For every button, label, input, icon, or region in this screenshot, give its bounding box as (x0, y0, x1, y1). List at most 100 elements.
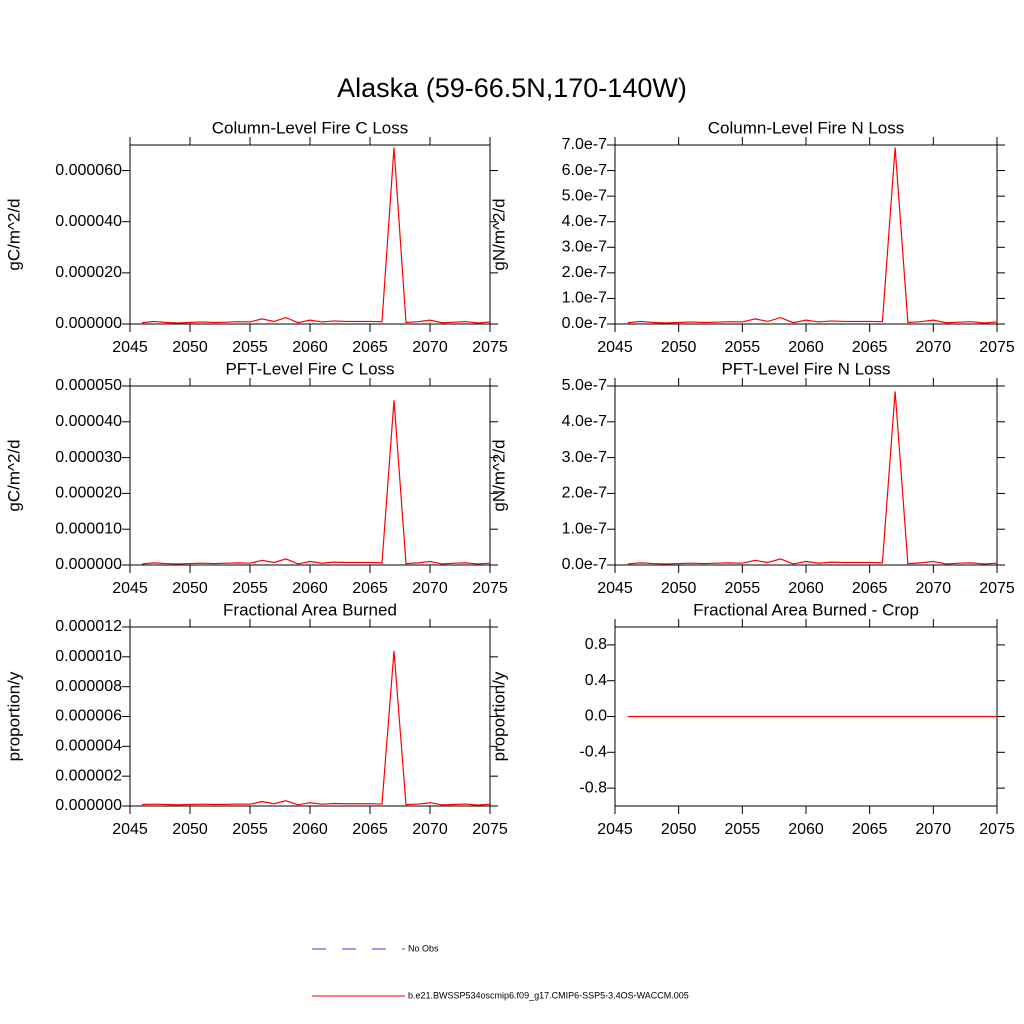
y-tick-label: 0.0e-7 (562, 315, 607, 332)
x-tick-label: 2055 (725, 580, 761, 597)
y-tick-label: 3.0e-7 (562, 239, 607, 256)
plot-frame (614, 385, 998, 566)
x-tick-label: 2045 (112, 821, 148, 838)
x-tick-label: 2045 (112, 580, 148, 597)
x-tick-label: 2075 (979, 339, 1015, 356)
data-line (627, 147, 998, 324)
x-tick-label: 2050 (661, 339, 697, 356)
panel-title: Fractional Area Burned (223, 600, 397, 619)
y-tick-label: 0.000000 (55, 315, 122, 332)
x-tick-label: 2050 (661, 821, 697, 838)
x-tick-label: 2075 (472, 580, 508, 597)
panel: Fractional Area Burned - Crop proportion/… (489, 600, 1014, 838)
y-tick-label: 0.000030 (55, 449, 122, 466)
y-axis-label: gN/m^2/d (489, 198, 508, 270)
x-tick-label: 2065 (852, 580, 888, 597)
y-tick-label: 2.0e-7 (562, 485, 607, 502)
x-tick-label: 2075 (472, 339, 508, 356)
x-tick-label: 2060 (788, 821, 824, 838)
x-tick-label: 2060 (292, 339, 328, 356)
legend-label: b.e21.BWSSP534oscmip6.f09_g17.CMIP6-SSP5… (408, 990, 689, 1000)
x-tick-label: 2070 (412, 580, 448, 597)
y-tick-label: 5.0e-7 (562, 187, 607, 204)
x-tick-label: 2045 (112, 339, 148, 356)
legend: No Obs b.e21.BWSSP534oscmip6.f09_g17.CMIP… (312, 943, 689, 1000)
panel: Fractional Area Burned proportion/y 2045 20… (4, 600, 507, 838)
x-tick-label: 2070 (916, 339, 952, 356)
legend-label: No Obs (408, 943, 439, 953)
x-tick-label: 2075 (472, 821, 508, 838)
x-tick-label: 2060 (292, 821, 328, 838)
x-tick-label: 2055 (232, 580, 268, 597)
x-tick-label: 2065 (852, 821, 888, 838)
x-tick-label: 2055 (232, 821, 268, 838)
plot-frame (614, 144, 998, 325)
panel-title: PFT-Level Fire C Loss (225, 359, 394, 378)
y-tick-label: -0.8 (579, 779, 607, 796)
y-tick-label: 0.000040 (55, 413, 122, 430)
panel: Column-Level Fire C Loss gC/m^2/d 2045 2050… (4, 118, 507, 356)
panel: PFT-Level Fire N Loss gN/m^2/d 2045 2050 205… (489, 359, 1014, 597)
y-tick-label: 0.0 (585, 708, 607, 725)
x-tick-label: 2060 (788, 580, 824, 597)
y-tick-label: 0.000008 (55, 678, 122, 695)
y-axis-label: gC/m^2/d (4, 198, 23, 270)
x-tick-label: 2050 (172, 580, 208, 597)
x-tick-label: 2075 (979, 580, 1015, 597)
y-axis-label: gN/m^2/d (489, 439, 508, 511)
y-tick-label: 5.0e-7 (562, 377, 607, 394)
y-tick-label: 4.0e-7 (562, 413, 607, 430)
x-tick-label: 2055 (232, 339, 268, 356)
y-tick-label: 0.000000 (55, 556, 122, 573)
x-tick-label: 2045 (597, 580, 633, 597)
plot-frame (129, 385, 491, 566)
figure-title: Alaska (59-66.5N,170-140W) (337, 73, 687, 103)
y-tick-label: 0.000020 (55, 264, 122, 281)
y-axis-label: proportion/y (4, 671, 23, 761)
x-tick-label: 2065 (352, 339, 388, 356)
y-tick-label: 0.0e-7 (562, 556, 607, 573)
y-tick-label: 0.000020 (55, 485, 122, 502)
plot-frame (129, 144, 491, 325)
x-tick-label: 2065 (852, 339, 888, 356)
y-tick-label: 7.0e-7 (562, 136, 607, 153)
y-tick-label: -0.4 (579, 744, 607, 761)
panel: PFT-Level Fire C Loss gC/m^2/d 2045 2050 205… (4, 359, 507, 597)
x-tick-label: 2070 (412, 821, 448, 838)
panel-title: Column-Level Fire C Loss (212, 118, 409, 137)
data-line (141, 147, 491, 324)
x-tick-label: 2045 (597, 821, 633, 838)
x-tick-label: 2050 (661, 580, 697, 597)
data-line (141, 650, 491, 806)
data-line (627, 391, 998, 565)
x-tick-label: 2070 (412, 339, 448, 356)
y-axis-label: gC/m^2/d (4, 439, 23, 511)
panel-title: PFT-Level Fire N Loss (721, 359, 890, 378)
y-tick-label: 0.000004 (55, 738, 122, 755)
x-tick-label: 2060 (788, 339, 824, 356)
y-tick-label: 0.000010 (55, 520, 122, 537)
y-tick-label: 6.0e-7 (562, 162, 607, 179)
y-tick-label: 0.000000 (55, 797, 122, 814)
y-tick-label: 1.0e-7 (562, 520, 607, 537)
plot-frame (129, 626, 491, 807)
x-tick-label: 2045 (597, 339, 633, 356)
x-tick-label: 2060 (292, 580, 328, 597)
y-tick-label: 0.000006 (55, 708, 122, 725)
y-axis-label: proportion/y (489, 671, 508, 761)
y-tick-label: 0.000012 (55, 618, 122, 635)
panel-title: Fractional Area Burned - Crop (693, 600, 919, 619)
panel-title: Column-Level Fire N Loss (708, 118, 905, 137)
y-tick-label: 1.0e-7 (562, 290, 607, 307)
y-tick-label: 2.0e-7 (562, 264, 607, 281)
y-tick-label: 0.4 (585, 672, 607, 689)
x-tick-label: 2065 (352, 580, 388, 597)
x-tick-label: 2055 (725, 339, 761, 356)
y-tick-label: 0.000060 (55, 162, 122, 179)
x-tick-label: 2050 (172, 821, 208, 838)
y-tick-label: 0.000050 (55, 377, 122, 394)
x-tick-label: 2065 (352, 821, 388, 838)
x-tick-label: 2050 (172, 339, 208, 356)
